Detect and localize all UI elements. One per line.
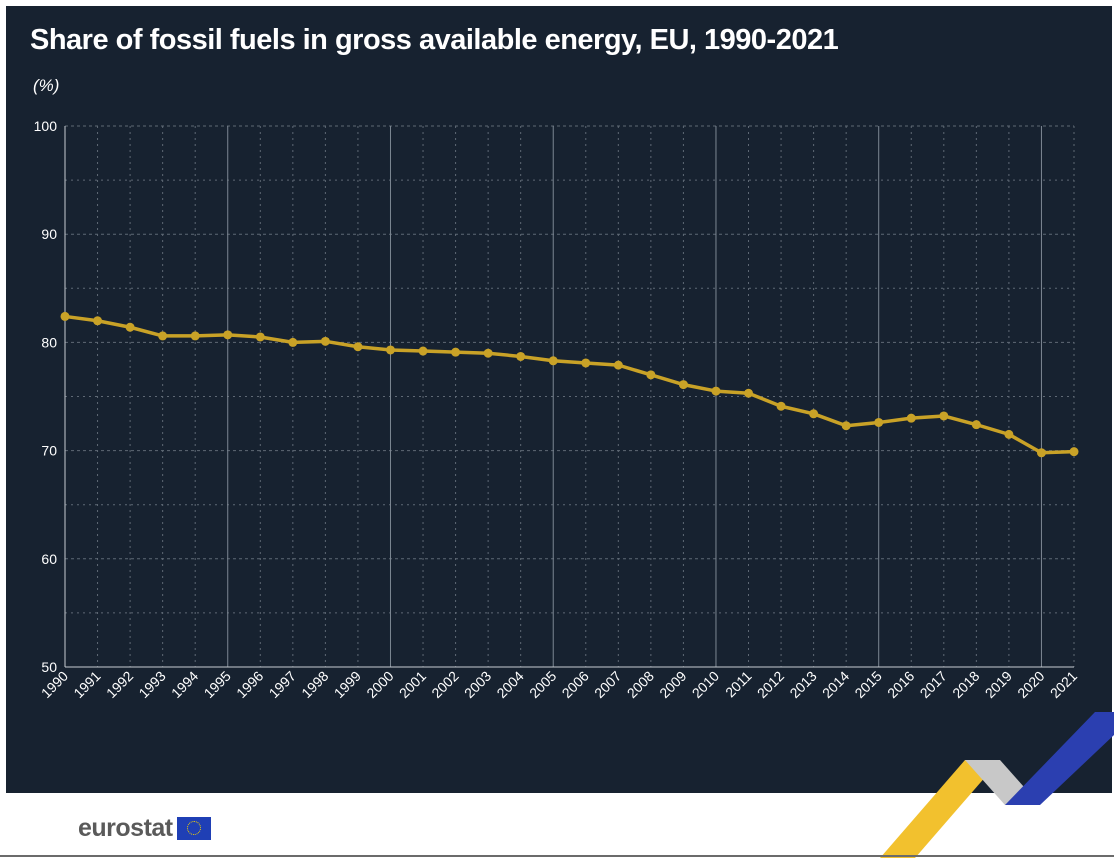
y-axis-ticks: 50 60 70 80 90 100 xyxy=(34,118,58,675)
x-tick-label: 2009 xyxy=(656,668,689,701)
x-tick-label: 1994 xyxy=(168,668,201,701)
x-tick-label: 1996 xyxy=(233,668,266,701)
data-point xyxy=(1036,448,1046,458)
data-point xyxy=(353,342,363,352)
x-tick-label: 2005 xyxy=(526,668,559,701)
x-tick-label: 2002 xyxy=(428,668,461,701)
data-point xyxy=(93,316,103,326)
logo-text: eurostat xyxy=(78,814,173,842)
bottom-border xyxy=(0,855,1114,857)
data-point xyxy=(776,401,786,411)
axes xyxy=(64,126,1074,668)
x-tick-label: 1999 xyxy=(331,668,364,701)
x-tick-label: 2015 xyxy=(851,668,884,701)
data-point xyxy=(516,351,526,361)
data-point xyxy=(483,348,493,358)
data-point xyxy=(60,311,70,321)
data-point xyxy=(1004,429,1014,439)
y-tick-label: 60 xyxy=(41,551,57,567)
data-point xyxy=(320,336,330,346)
data-point xyxy=(613,360,623,370)
y-tick-label: 70 xyxy=(41,443,57,459)
line-chart: 50 60 70 80 90 100 1990 1991 1992 1993 1994 1995 19… xyxy=(34,118,1081,701)
data-point xyxy=(190,331,200,341)
data-point xyxy=(1069,447,1079,457)
x-tick-label: 2020 xyxy=(1014,668,1047,701)
data-point xyxy=(548,356,558,366)
data-point xyxy=(939,411,949,421)
eurostat-logo: eurostat xyxy=(78,814,211,843)
x-tick-label: 1992 xyxy=(103,668,136,701)
data-point xyxy=(971,420,981,430)
data-point xyxy=(744,388,754,398)
x-tick-label: 2001 xyxy=(396,668,429,701)
y-tick-label: 90 xyxy=(41,226,57,242)
data-point xyxy=(158,331,168,341)
y-tick-label: 50 xyxy=(41,659,57,675)
x-tick-label: 2014 xyxy=(819,668,852,701)
x-tick-label: 2008 xyxy=(624,668,657,701)
data-point xyxy=(678,380,688,390)
y-tick-label: 100 xyxy=(34,118,58,134)
data-point xyxy=(223,330,233,340)
chart-panel xyxy=(6,6,1112,793)
x-tick-label: 2013 xyxy=(786,668,819,701)
data-point xyxy=(581,358,591,368)
x-tick-label: 2006 xyxy=(559,668,592,701)
x-tick-label: 2007 xyxy=(591,668,624,701)
x-tick-label: 1991 xyxy=(70,668,103,701)
x-tick-label: 2018 xyxy=(949,668,982,701)
x-tick-label: 2021 xyxy=(1047,668,1080,701)
y-tick-label: 80 xyxy=(41,334,57,350)
data-point xyxy=(646,370,656,380)
eu-flag-icon xyxy=(176,817,211,840)
data-point xyxy=(874,417,884,427)
x-tick-label: 1995 xyxy=(201,668,234,701)
series xyxy=(60,311,1079,458)
x-tick-label: 2012 xyxy=(754,668,787,701)
x-tick-label: 2000 xyxy=(363,668,396,701)
x-axis-ticks: 1990 1991 1992 1993 1994 1995 1996 1997 1998 1999… xyxy=(38,668,1080,701)
x-tick-label: 1997 xyxy=(266,668,299,701)
data-point xyxy=(809,409,819,419)
data-point xyxy=(385,345,395,355)
x-tick-label: 2016 xyxy=(884,668,917,701)
data-point xyxy=(711,386,721,396)
data-point xyxy=(906,413,916,423)
x-tick-label: 2019 xyxy=(982,668,1015,701)
x-tick-label: 2017 xyxy=(917,668,950,701)
x-tick-label: 1998 xyxy=(298,668,331,701)
x-tick-label: 2010 xyxy=(689,668,722,701)
data-point xyxy=(451,347,461,357)
series-line xyxy=(63,314,1076,455)
x-tick-label: 1993 xyxy=(135,668,168,701)
data-point xyxy=(125,322,135,332)
data-point xyxy=(418,346,428,356)
chart-title: Share of fossil fuels in gross available… xyxy=(30,24,839,56)
data-point xyxy=(288,337,298,347)
x-tick-label: 2003 xyxy=(461,668,494,701)
grid xyxy=(65,125,1075,667)
x-tick-label: 2004 xyxy=(493,668,526,701)
data-point xyxy=(841,421,851,431)
x-tick-label: 2011 xyxy=(722,668,755,701)
chart-unit: (%) xyxy=(33,76,60,95)
data-point xyxy=(255,332,265,342)
